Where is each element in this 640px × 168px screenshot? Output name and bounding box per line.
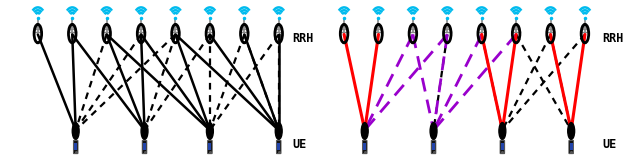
FancyBboxPatch shape [431, 140, 436, 154]
Bar [209, 143, 211, 150]
Circle shape [275, 123, 282, 139]
Text: RRH: RRH [602, 32, 623, 45]
Circle shape [362, 123, 368, 139]
Bar [501, 143, 504, 150]
Text: RRH: RRH [292, 32, 314, 45]
Bar [74, 143, 77, 150]
FancyBboxPatch shape [207, 140, 212, 154]
Circle shape [568, 123, 575, 139]
FancyBboxPatch shape [142, 140, 147, 154]
Bar [364, 143, 366, 150]
Bar [570, 143, 573, 150]
FancyBboxPatch shape [500, 140, 505, 154]
FancyBboxPatch shape [276, 140, 281, 154]
Circle shape [430, 123, 437, 139]
Circle shape [207, 123, 213, 139]
Text: UE: UE [292, 138, 307, 151]
Bar [432, 143, 435, 150]
FancyBboxPatch shape [362, 140, 367, 154]
FancyBboxPatch shape [74, 140, 78, 154]
Bar [277, 143, 280, 150]
Text: UE: UE [602, 138, 616, 151]
Circle shape [499, 123, 506, 139]
Bar [143, 143, 146, 150]
Circle shape [141, 123, 148, 139]
Circle shape [72, 123, 79, 139]
FancyBboxPatch shape [569, 140, 573, 154]
